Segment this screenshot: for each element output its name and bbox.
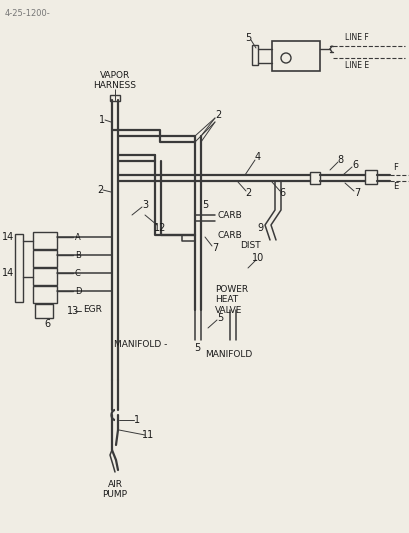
Text: 2: 2 [244,188,250,198]
Text: 1: 1 [134,415,140,425]
Bar [364,170,376,184]
Text: CARB: CARB [218,211,242,220]
Text: 6: 6 [278,188,284,198]
Bar [271,41,319,71]
Text: 14: 14 [2,268,14,278]
Text: POWER
HEAT
VALVE: POWER HEAT VALVE [214,285,247,315]
Text: 6: 6 [351,160,357,170]
Text: DIST: DIST [239,240,260,249]
Text: 7: 7 [353,188,359,198]
Text: F: F [392,163,397,172]
Text: A: A [75,232,81,241]
Text: 10: 10 [251,253,263,263]
Bar [110,95,120,101]
Text: 5: 5 [244,33,250,43]
Text: C: C [75,269,81,278]
Text: B: B [75,251,81,260]
Text: 5: 5 [201,200,208,210]
Text: 7: 7 [211,243,218,253]
Bar [33,232,57,249]
Text: LINE F: LINE F [344,33,368,42]
Text: 13: 13 [67,306,79,316]
Text: 2: 2 [214,110,220,120]
Bar [33,286,57,303]
Bar [35,304,53,318]
Text: VAPOR
HARNESS: VAPOR HARNESS [93,70,136,90]
Text: 14: 14 [2,232,14,242]
Text: E: E [392,182,397,191]
Text: AIR
PUMP: AIR PUMP [102,480,127,499]
Text: MANIFOLD -: MANIFOLD - [113,341,166,350]
Bar [15,234,23,302]
Text: 5: 5 [193,343,200,353]
Text: 3: 3 [142,200,148,210]
Bar [309,172,319,184]
Text: 11: 11 [142,430,154,440]
Text: 2: 2 [97,185,103,195]
Text: 4-25-1200-: 4-25-1200- [5,9,51,18]
Text: 5: 5 [216,313,222,323]
Bar [252,45,257,65]
Text: 12: 12 [153,223,166,233]
Text: 1: 1 [99,115,105,125]
Bar [33,250,57,267]
Text: D: D [75,287,81,295]
Bar [33,268,57,285]
Text: EGR: EGR [83,304,101,313]
Text: 8: 8 [336,155,342,165]
Text: 4: 4 [254,152,261,162]
Text: CARB: CARB [218,230,242,239]
Text: 6: 6 [44,319,50,329]
Text: 9: 9 [256,223,263,233]
Text: MANIFOLD: MANIFOLD [204,351,252,359]
Text: LINE E: LINE E [344,61,368,70]
